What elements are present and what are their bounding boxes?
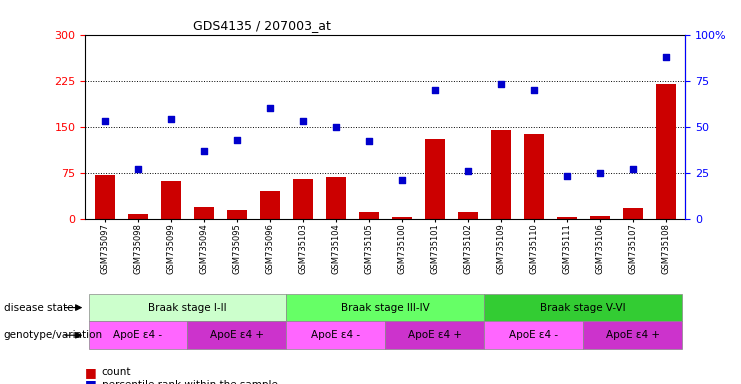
Bar bbox=[385, 321, 485, 349]
Point bbox=[659, 54, 671, 60]
Point bbox=[297, 118, 309, 124]
Text: genotype/variation: genotype/variation bbox=[4, 330, 103, 340]
Bar bbox=[128, 214, 148, 219]
Bar bbox=[359, 212, 379, 219]
Text: GDS4135 / 207003_at: GDS4135 / 207003_at bbox=[193, 19, 331, 32]
Text: Braak stage III-IV: Braak stage III-IV bbox=[341, 303, 430, 313]
Point bbox=[330, 124, 342, 130]
Bar bbox=[161, 181, 181, 219]
Text: Braak stage V-VI: Braak stage V-VI bbox=[540, 303, 626, 313]
Bar bbox=[187, 321, 286, 349]
Text: ApoE ε4 +: ApoE ε4 + bbox=[605, 330, 659, 340]
Text: ApoE ε4 -: ApoE ε4 - bbox=[509, 330, 558, 340]
Point bbox=[495, 81, 507, 88]
Bar bbox=[458, 212, 478, 219]
Bar bbox=[485, 321, 583, 349]
Bar bbox=[227, 210, 247, 219]
Bar bbox=[622, 208, 642, 219]
Point bbox=[462, 168, 473, 174]
Bar bbox=[392, 217, 412, 219]
Point bbox=[132, 166, 144, 172]
Bar bbox=[194, 207, 214, 219]
Point bbox=[594, 170, 605, 176]
Bar bbox=[326, 177, 346, 219]
Bar bbox=[260, 191, 280, 219]
Bar bbox=[425, 139, 445, 219]
Point bbox=[165, 116, 177, 122]
Point bbox=[231, 137, 243, 143]
Bar bbox=[485, 294, 682, 321]
Bar bbox=[590, 216, 610, 219]
Text: ApoE ε4 -: ApoE ε4 - bbox=[311, 330, 360, 340]
Point bbox=[264, 105, 276, 111]
Point bbox=[528, 87, 539, 93]
Bar bbox=[286, 294, 485, 321]
Point bbox=[429, 87, 441, 93]
Bar bbox=[286, 321, 385, 349]
Point bbox=[363, 138, 375, 144]
Text: ApoE ε4 +: ApoE ε4 + bbox=[408, 330, 462, 340]
Text: ApoE ε4 +: ApoE ε4 + bbox=[210, 330, 264, 340]
Text: count: count bbox=[102, 367, 131, 377]
Text: ■: ■ bbox=[85, 378, 97, 384]
Bar bbox=[656, 84, 676, 219]
Bar bbox=[583, 321, 682, 349]
Bar bbox=[95, 175, 115, 219]
Point bbox=[396, 177, 408, 183]
Text: disease state: disease state bbox=[4, 303, 73, 313]
Bar bbox=[556, 217, 576, 219]
Bar bbox=[88, 294, 286, 321]
Text: percentile rank within the sample: percentile rank within the sample bbox=[102, 380, 277, 384]
Bar bbox=[524, 134, 544, 219]
Point bbox=[99, 118, 111, 124]
Point bbox=[561, 174, 573, 180]
Text: ■: ■ bbox=[85, 366, 97, 379]
Text: Braak stage I-II: Braak stage I-II bbox=[148, 303, 227, 313]
Bar bbox=[88, 321, 187, 349]
Bar bbox=[491, 130, 511, 219]
Point bbox=[627, 166, 639, 172]
Text: ApoE ε4 -: ApoE ε4 - bbox=[113, 330, 162, 340]
Bar bbox=[293, 179, 313, 219]
Point bbox=[198, 147, 210, 154]
